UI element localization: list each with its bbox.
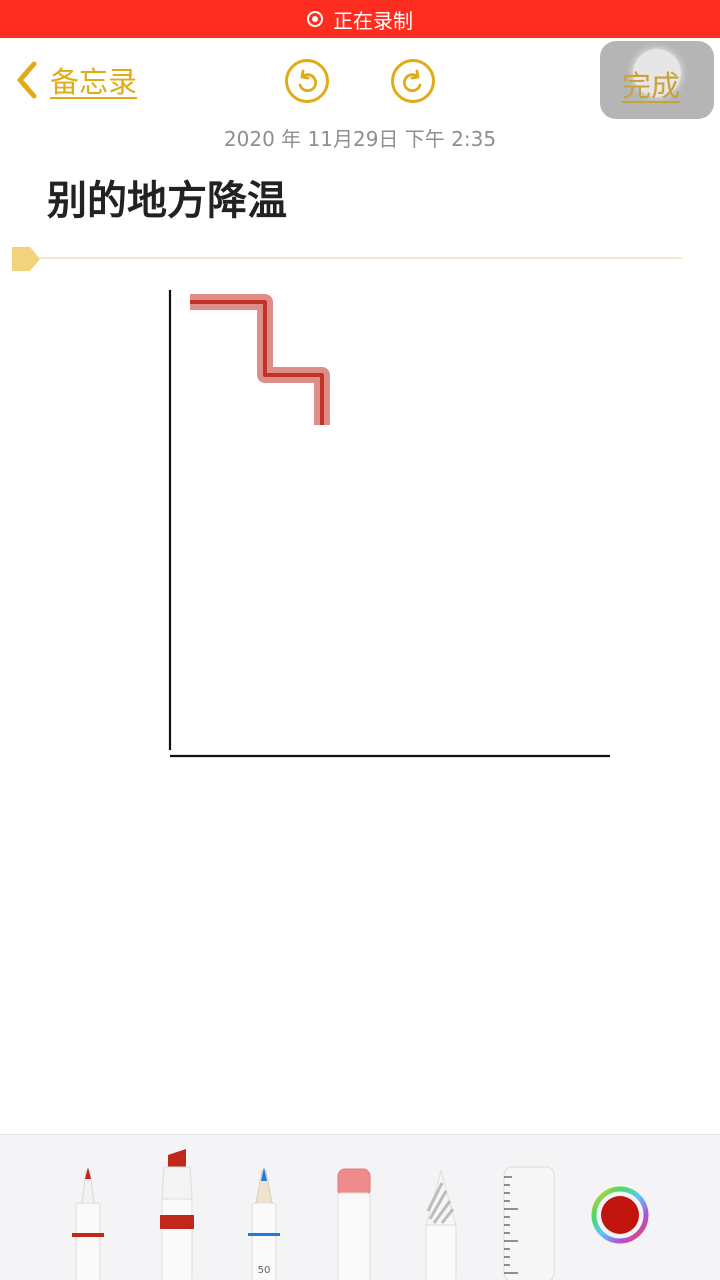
touch-point-icon — [633, 49, 681, 97]
redo-icon — [402, 69, 422, 93]
note-date: 2020 年 11月29日 下午 2:35 — [223, 127, 497, 151]
record-icon — [307, 11, 323, 27]
markup-toolbar: 50 — [0, 1134, 720, 1280]
note-title[interactable]: 别的地方降温 — [47, 178, 287, 224]
marker-tool[interactable] — [156, 1145, 200, 1280]
drawing-area-divider — [40, 257, 682, 259]
done-button[interactable]: 完成 — [622, 69, 681, 103]
redo-button[interactable] — [391, 59, 435, 103]
undo-button[interactable] — [285, 59, 329, 103]
drawn-marker-stroke-fill — [190, 294, 330, 425]
ruler-tool[interactable] — [500, 1165, 558, 1280]
drawing-canvas[interactable] — [0, 270, 720, 870]
drawing-resize-handle-icon[interactable] — [12, 245, 42, 273]
pen-tool[interactable] — [68, 1163, 108, 1280]
pencil-tool[interactable] — [244, 1163, 284, 1280]
recording-label: 正在录制 — [333, 8, 413, 33]
lasso-tool[interactable] — [420, 1165, 462, 1280]
eraser-tool[interactable] — [334, 1165, 374, 1280]
back-button[interactable]: 备忘录 — [14, 58, 137, 102]
chevron-left-icon — [17, 61, 37, 99]
back-label: 备忘录 — [50, 65, 138, 99]
recording-status-bar[interactable]: 正在录制 — [0, 0, 720, 38]
undo-icon — [298, 69, 318, 93]
navigation-bar: 备忘录 完成 — [0, 38, 720, 124]
pencil-size-label: 50 — [257, 1265, 271, 1276]
touch-indicator: 完成 — [600, 41, 714, 119]
drawn-marker-stroke-edge — [190, 300, 324, 425]
color-picker-button[interactable] — [590, 1185, 650, 1245]
